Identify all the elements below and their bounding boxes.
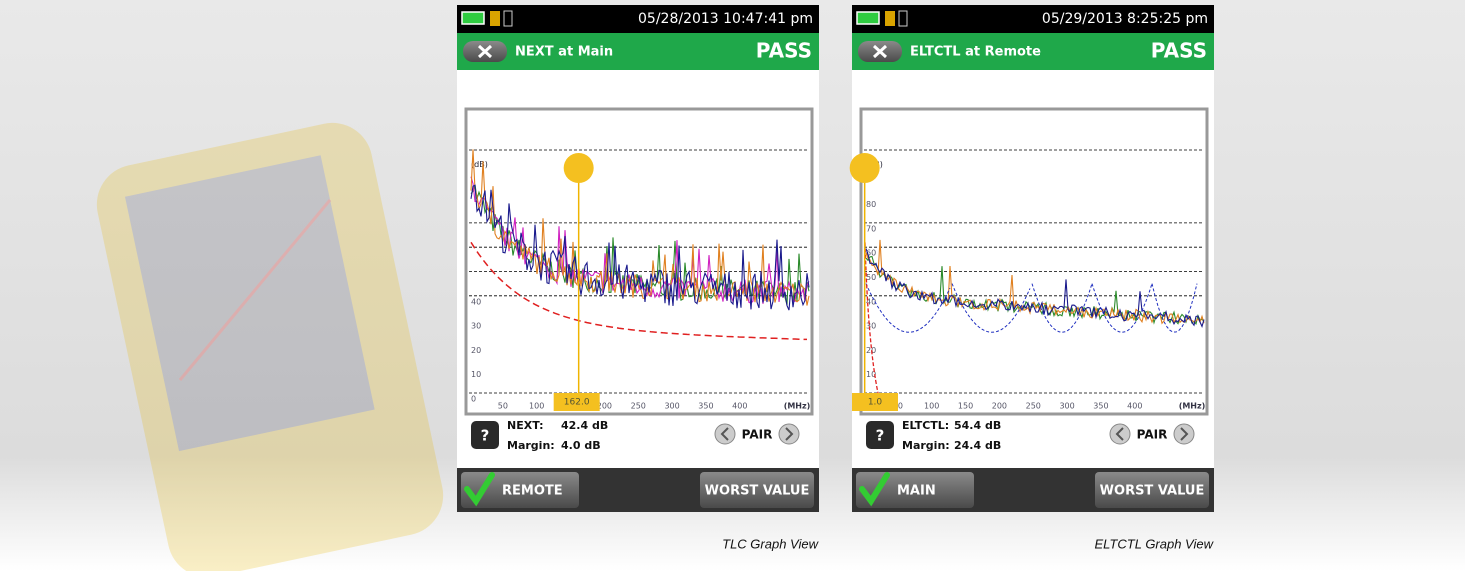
x-tick-label: 150 [958,402,973,411]
y-tick-label: 10 [471,370,481,379]
x-tick-label: 250 [1026,402,1041,411]
y-tick-label: 70 [866,224,876,233]
readout-label: Margin: [902,439,950,452]
datetime: 05/28/2013 10:47:41 pm [638,11,813,27]
x-tick-label: 200 [992,402,1007,411]
readout-value: 54.4 dB [954,419,1001,432]
link-icon [490,11,500,26]
left-button-label: REMOTE [502,484,563,499]
y-tick-label: 30 [866,322,876,331]
battery-icon [857,12,879,24]
battery-icon [462,12,484,24]
readout-value: 24.4 dB [954,439,1001,452]
cursor-value: 162.0 [564,398,590,408]
pair-label: PAIR [1137,428,1168,442]
screen-title: ELTCTL at Remote [910,45,1041,60]
caption: ELTCTL Graph View [1095,536,1215,551]
left-button-label: MAIN [897,484,936,499]
cursor-handle[interactable] [850,153,880,183]
pair-next[interactable] [779,424,799,444]
pair-prev[interactable] [1110,424,1130,444]
caption: TLC Graph View [722,536,819,551]
cursor-value: 1.0 [868,398,883,408]
y-tick-label: 80 [866,200,876,209]
x-tick-label: 250 [631,402,646,411]
x-tick-label: 400 [1127,402,1142,411]
x-tick-label: 350 [698,402,713,411]
right-button-label: WORST VALUE [705,484,810,499]
help-icon: ? [876,427,885,445]
graph-frame [466,109,812,414]
x-tick-label: 300 [664,402,679,411]
y-tick-label: 40 [471,297,481,306]
pair-label: PAIR [742,428,773,442]
readout-value: 4.0 dB [561,439,601,452]
cursor-handle[interactable] [564,153,594,183]
tester-screen: 05/29/2013 8:25:25 pm ELTCTL at Remote PAS… [850,5,1215,551]
y-tick-label: 0 [471,395,476,404]
readout-label: NEXT: [507,419,544,432]
x-tick-label: 400 [732,402,747,411]
x-tick-label: 100 [529,402,544,411]
x-tick-label: 300 [1059,402,1074,411]
result-status: PASS [756,39,812,63]
readout-label: Margin: [507,439,555,452]
datetime: 05/29/2013 8:25:25 pm [1042,11,1208,27]
x-tick-label: 100 [924,402,939,411]
x-tick-label: 50 [498,402,508,411]
y-tick-label: 50 [866,273,876,282]
pair-prev[interactable] [715,424,735,444]
right-button-label: WORST VALUE [1100,484,1205,499]
x-unit: (MHz) [784,402,811,411]
readout-value: 42.4 dB [561,419,608,432]
readout-label: ELTCTL: [902,419,949,432]
x-unit: (MHz) [1179,402,1206,411]
page: 05/28/2013 10:47:41 pmNEXT at MainPASS(d… [0,0,1465,571]
y-tick-label: 30 [471,322,481,331]
help-icon: ? [481,427,490,445]
link-icon [885,11,895,26]
graph-frame [861,109,1207,414]
y-tick-label: 20 [471,346,481,355]
x-tick-label: 350 [1093,402,1108,411]
pair-next[interactable] [1174,424,1194,444]
result-status: PASS [1151,39,1207,63]
screen-title: NEXT at Main [515,45,613,60]
